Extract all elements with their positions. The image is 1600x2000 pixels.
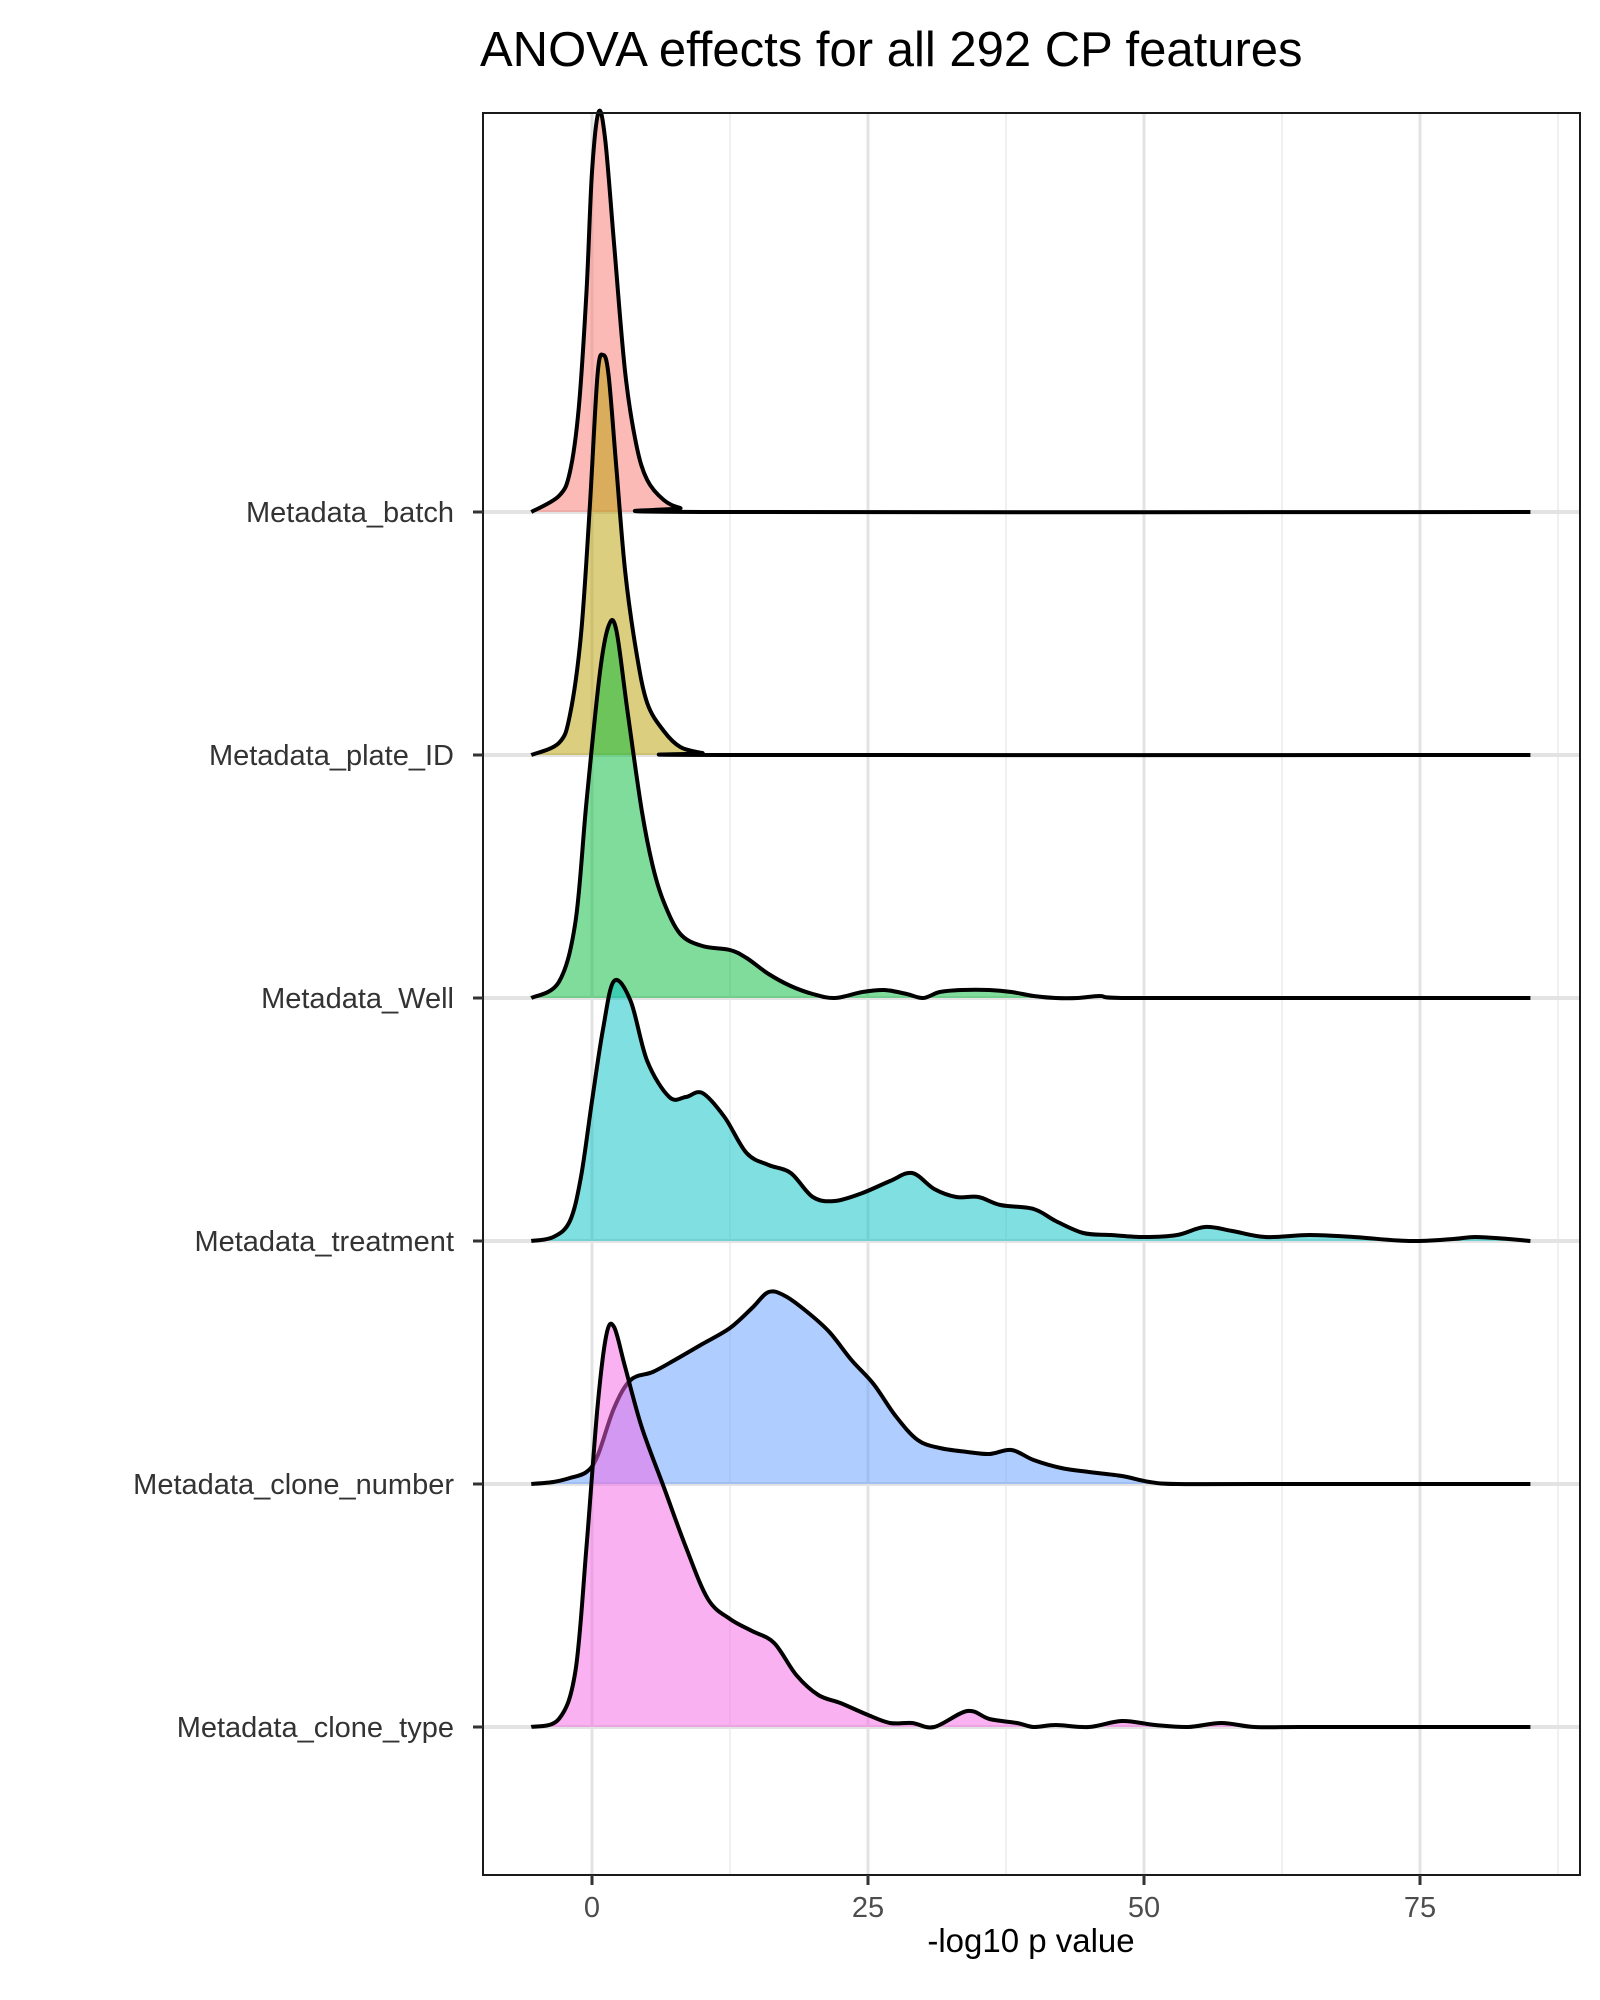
y-tick-label: Metadata_Well — [261, 983, 454, 1015]
ridge-Metadata_plate_ID — [530, 352, 1531, 758]
chart-title: ANOVA effects for all 292 CP features — [480, 23, 1303, 77]
x-tick-label: 75 — [1404, 1892, 1436, 1924]
ridge-layer — [530, 108, 1531, 1730]
x-axis-title: -log10 p value — [927, 1922, 1134, 1959]
y-tick-label: Metadata_plate_ID — [209, 740, 454, 772]
x-tick-label: 0 — [584, 1892, 600, 1924]
ridge-fill — [531, 1291, 1531, 1485]
ridge-fill — [531, 619, 1531, 999]
y-tick-label: Metadata_batch — [246, 497, 454, 529]
ridge-fill — [531, 354, 1531, 756]
ridge-outline — [530, 352, 1531, 758]
y-tick-label: Metadata_treatment — [194, 1226, 454, 1258]
ridge-fill — [531, 1323, 1531, 1728]
ridge-Metadata_clone_type — [530, 1321, 1531, 1730]
ridge-Metadata_treatment — [530, 977, 1531, 1244]
x-tick-label: 25 — [852, 1892, 884, 1924]
x-axis: 0 25 50 75 — [584, 1875, 1436, 1924]
ridge-outline — [530, 1321, 1531, 1730]
ridge-fill — [531, 979, 1531, 1242]
x-tick-label: 50 — [1128, 1892, 1160, 1924]
ridge-outline — [530, 618, 1531, 1001]
category-axis: Metadata_clone_type Metadata_clone_number… — [133, 497, 483, 1744]
ridge-Metadata_batch — [530, 108, 1531, 515]
y-tick-label: Metadata_clone_number — [133, 1469, 454, 1501]
y-tick-label: Metadata_clone_type — [177, 1712, 454, 1744]
ridge-Metadata_Well — [530, 618, 1531, 1001]
ridge-outline — [530, 108, 1531, 515]
ridge-outline — [530, 977, 1531, 1244]
plot-panel-border — [482, 112, 1581, 1876]
ridge-fill — [531, 110, 1531, 513]
